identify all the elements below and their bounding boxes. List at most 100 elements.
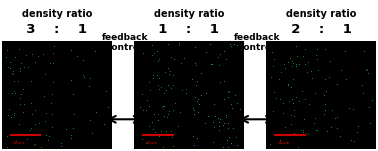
Point: [21, 103, 27, 105]
Point: [293, 63, 299, 65]
Point: [342, 50, 348, 53]
Point: [210, 141, 216, 144]
Point: [10, 72, 16, 75]
Point: [20, 88, 26, 90]
Point: [196, 103, 202, 105]
Point: [217, 129, 223, 132]
Point: [23, 53, 29, 56]
Point: [6, 108, 12, 111]
Point: [215, 117, 221, 119]
Point: [17, 70, 23, 72]
Point: [183, 92, 189, 94]
Point: [151, 52, 157, 54]
Point: [68, 137, 74, 139]
Point: [322, 109, 328, 112]
Point: [160, 146, 166, 148]
Point: [324, 129, 330, 132]
Point: [74, 55, 80, 57]
Point: [321, 113, 327, 115]
Point: [220, 145, 226, 148]
Point: [296, 100, 302, 102]
Point: [270, 110, 276, 113]
Point: [192, 95, 198, 98]
Point: [270, 51, 276, 54]
Point: [190, 107, 196, 109]
Point: [164, 67, 170, 69]
Point: [159, 106, 165, 108]
Point: [152, 130, 158, 133]
Point: [282, 125, 288, 128]
Point: [288, 114, 294, 116]
Point: [314, 58, 321, 60]
Point: [17, 67, 23, 69]
Point: [303, 132, 309, 135]
Point: [215, 56, 222, 58]
Point: [194, 100, 200, 102]
Point: [11, 90, 17, 92]
Point: [156, 88, 162, 91]
Text: 10μm: 10μm: [145, 141, 158, 145]
Point: [24, 138, 30, 140]
Point: [177, 42, 183, 45]
Point: [280, 102, 287, 105]
Point: [36, 122, 42, 125]
Point: [189, 78, 195, 81]
Point: [139, 93, 145, 95]
Point: [311, 117, 318, 120]
Point: [175, 124, 181, 127]
Point: [18, 93, 24, 95]
Point: [41, 95, 47, 97]
Point: [301, 55, 307, 57]
Point: [163, 129, 169, 132]
Point: [33, 134, 39, 136]
Point: [217, 118, 223, 121]
Point: [285, 99, 291, 102]
Point: [343, 78, 349, 81]
Point: [228, 45, 234, 48]
Point: [203, 92, 209, 94]
Point: [367, 122, 373, 124]
Point: [277, 98, 284, 100]
Point: [11, 80, 17, 82]
Point: [163, 89, 169, 91]
Point: [313, 53, 319, 56]
Point: [271, 90, 277, 93]
Point: [212, 115, 218, 117]
Point: [234, 44, 240, 46]
Point: [68, 134, 74, 137]
Point: [223, 116, 229, 118]
Point: [6, 61, 12, 63]
Point: [202, 121, 208, 124]
Point: [290, 77, 296, 80]
Point: [31, 143, 37, 146]
Point: [149, 43, 155, 46]
Text: density ratio: density ratio: [22, 9, 92, 19]
Point: [350, 140, 356, 142]
Point: [355, 125, 361, 127]
Point: [217, 53, 223, 55]
Point: [322, 78, 328, 80]
Point: [178, 62, 184, 64]
Point: [178, 88, 184, 91]
Point: [361, 50, 367, 52]
Point: [3, 56, 9, 58]
Point: [170, 84, 176, 87]
Point: [293, 44, 299, 47]
Point: [192, 46, 198, 48]
Point: [177, 111, 183, 113]
Point: [278, 142, 284, 144]
Point: [290, 101, 296, 104]
Point: [302, 98, 308, 100]
Point: [63, 128, 69, 130]
Text: 1    :    1: 1 : 1: [149, 23, 229, 36]
Point: [160, 105, 166, 107]
Point: [48, 101, 54, 104]
Point: [285, 84, 291, 86]
Point: [40, 53, 46, 55]
Point: [48, 113, 54, 115]
Point: [167, 70, 174, 72]
Point: [42, 120, 48, 122]
Point: [10, 70, 16, 72]
Point: [323, 90, 329, 93]
Point: [290, 60, 296, 62]
